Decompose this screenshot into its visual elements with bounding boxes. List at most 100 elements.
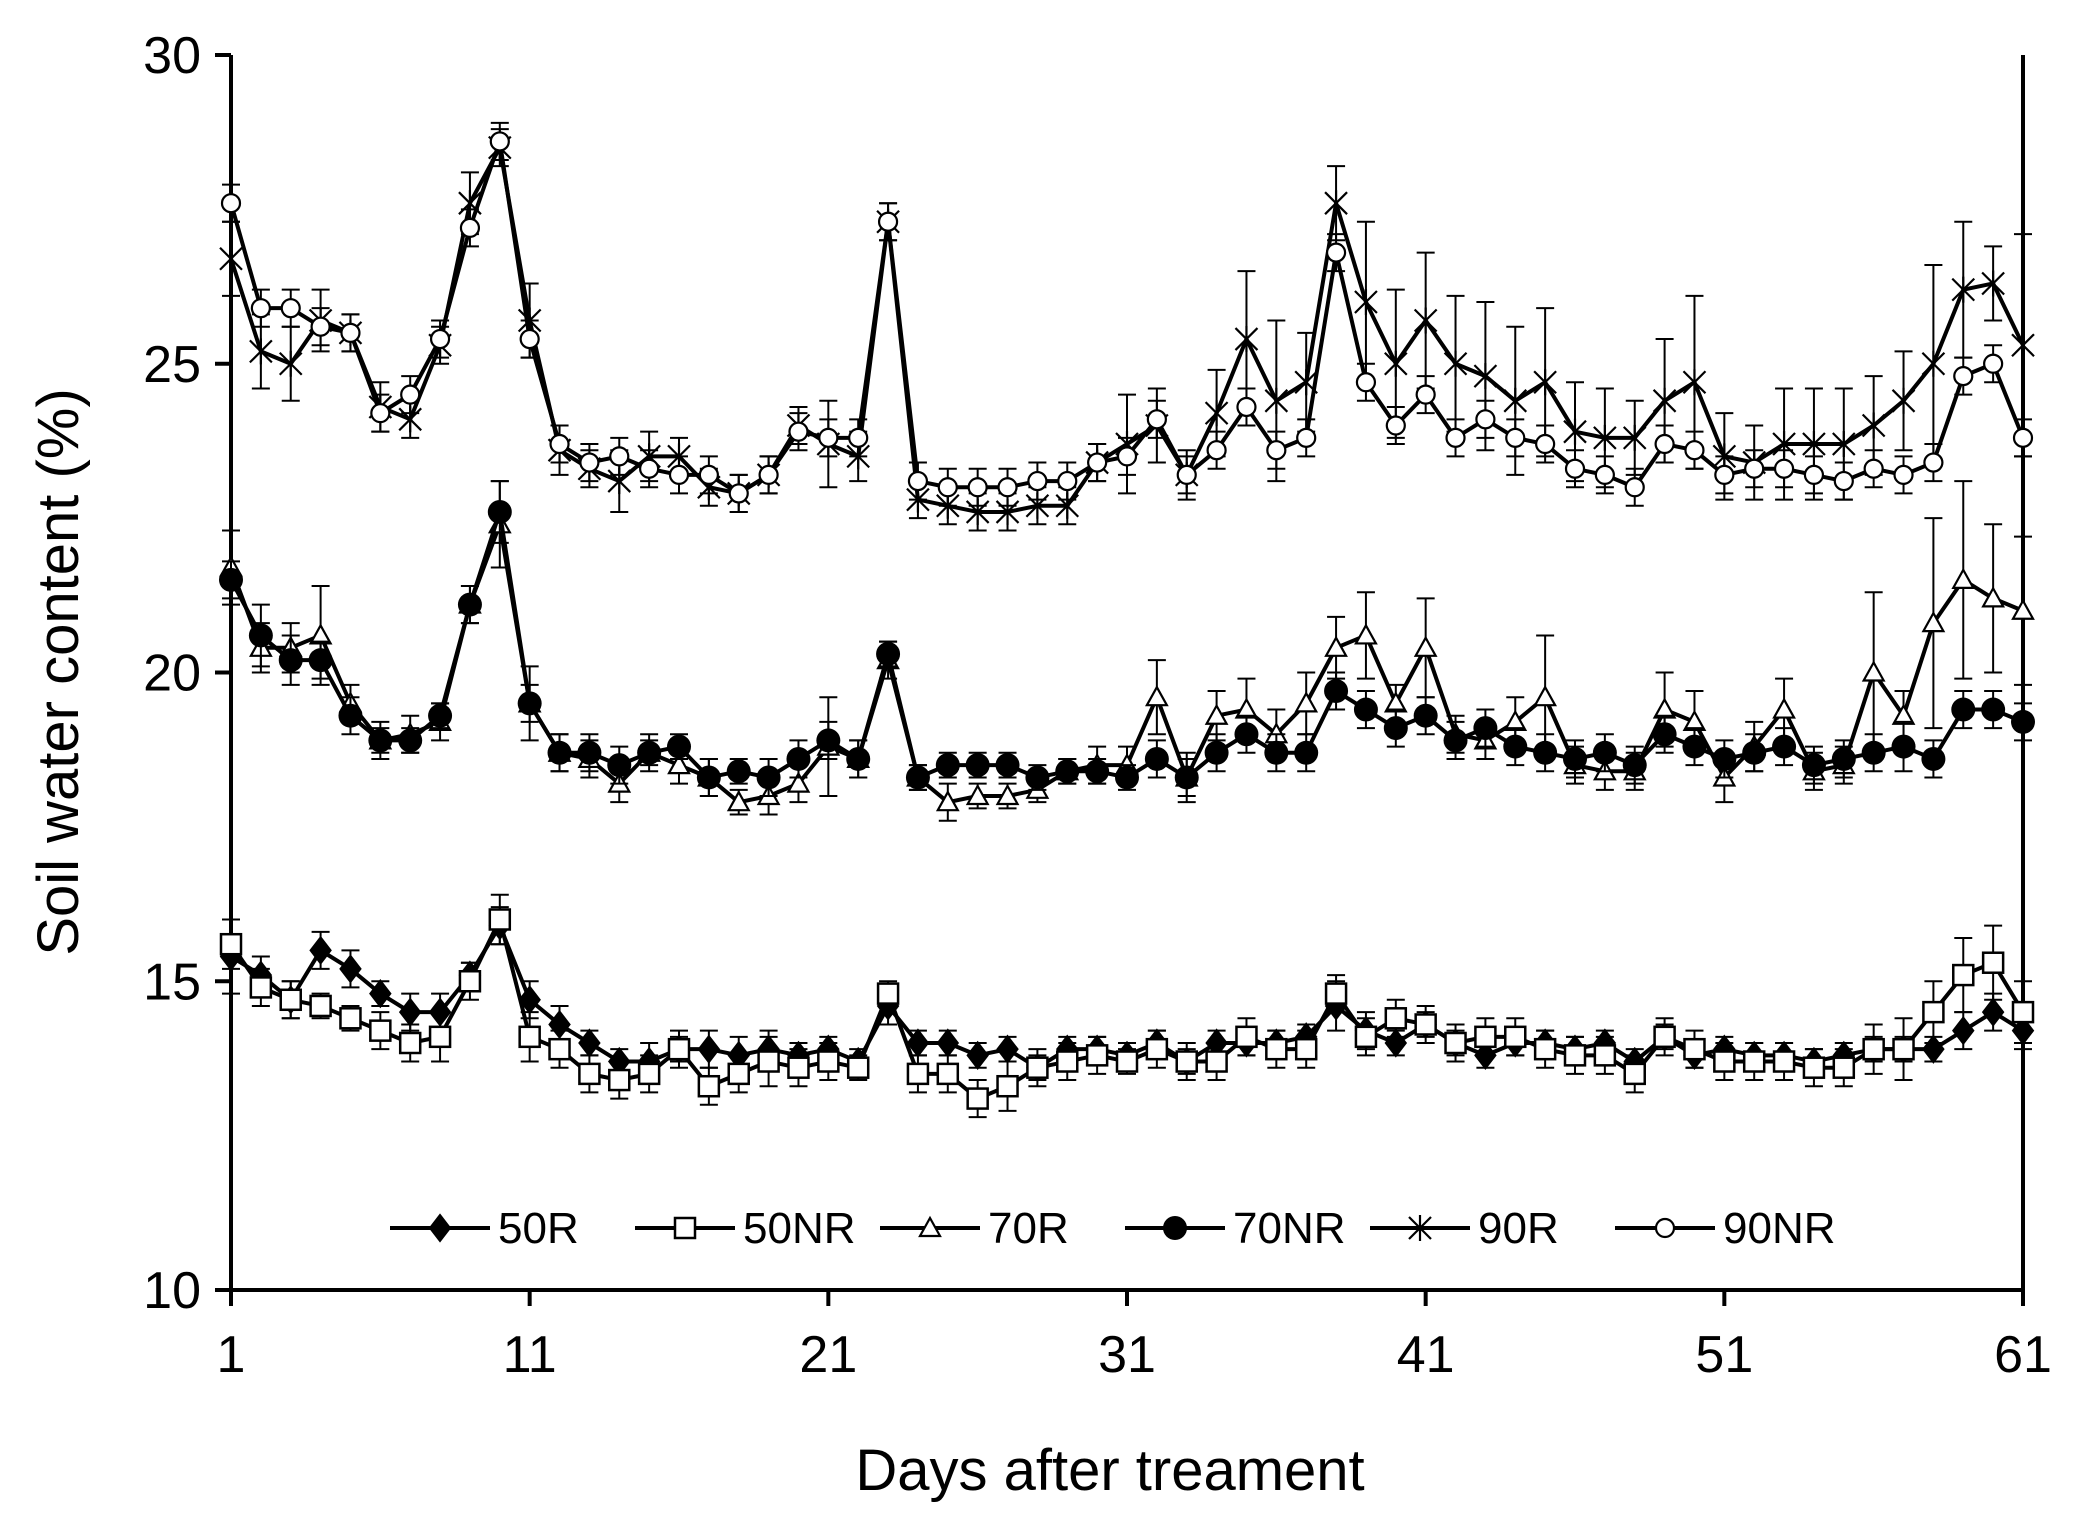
data-point [1862,1037,1885,1061]
data-point [1294,1037,1318,1061]
data-point [696,765,721,790]
data-point [1682,734,1707,759]
data-point [698,464,719,485]
data-point [1234,326,1259,353]
data-point [400,384,421,405]
data-point [398,728,423,753]
data-point [1742,740,1767,765]
data-point [995,783,1020,806]
data-point [758,464,779,485]
data-point [1802,1056,1826,1079]
data-point [249,338,273,365]
x-tick-label: 51 [1695,1326,1753,1384]
data-point [1473,363,1498,390]
data-point [339,954,362,984]
data-point [787,1056,810,1079]
data-point [428,703,453,728]
data-point [1712,746,1737,771]
data-point [518,1025,541,1049]
legend-marker [918,1215,942,1238]
data-point [727,1062,750,1086]
data-point [1682,369,1707,396]
data-point [818,427,839,448]
data-point [2011,332,2035,359]
data-point [1354,1025,1378,1049]
data-point [1593,424,1617,451]
y-tick-label: 30 [143,27,201,85]
data-point [637,740,662,765]
legend-item-70nr: 70NR [1125,1204,1346,1253]
y-ticks: 10 15 20 25 30 [143,27,231,1320]
data-point [726,759,751,784]
data-point [1833,470,1854,492]
data-point [1713,1050,1736,1073]
data-point [547,740,572,765]
data-point [1803,464,1825,485]
legend-marker [673,1216,697,1240]
data-point [1324,635,1348,657]
data-point [1952,963,1975,987]
data-point [967,477,988,498]
data-point [1981,997,2005,1027]
y-axis-title: Soil water content (%) [26,388,91,955]
data-point [2011,709,2035,734]
data-point [639,458,660,479]
data-point [786,746,811,771]
data-point [668,464,690,485]
data-point [1144,746,1169,771]
data-point [1027,470,1048,492]
data-point [1622,753,1647,778]
data-point [1383,716,1408,741]
data-point [1893,464,1914,485]
legend-item-50nr: 50NR [635,1204,856,1253]
data-point [1354,289,1378,315]
data-point [1236,396,1257,418]
data-point [1772,734,1797,759]
data-point [1563,1044,1587,1067]
data-point [1533,1037,1557,1061]
data-point [428,1025,452,1049]
data-point [1415,384,1436,405]
data-point [1025,765,1050,790]
data-point [1384,350,1408,377]
data-point [995,753,1020,778]
data-point [220,193,242,214]
data-point [1951,697,1976,722]
x-ticks: 1 11 21 31 41 51 61 [217,1290,2052,1384]
data-point [457,592,482,617]
data-point [309,994,332,1018]
y-tick-label: 10 [143,1262,201,1320]
data-point [369,978,392,1009]
series-50nr [219,893,2035,1119]
data-point [1563,418,1587,445]
legend-item-50r: 50R [390,1204,579,1253]
data-point [667,734,691,759]
data-point [1832,431,1856,458]
data-point [816,728,841,753]
data-point [487,499,512,524]
data-point [1863,458,1884,479]
data-point [1443,350,1468,377]
data-point [1592,740,1617,765]
data-point [846,1056,870,1079]
data-point [1266,440,1287,461]
data-point [1505,427,1526,448]
data-point [817,1050,840,1073]
data-point [1861,660,1886,682]
data-point [1445,427,1466,448]
data-point [1324,982,1348,1005]
data-point [905,765,930,790]
data-point [996,1074,1019,1098]
data-point [1473,716,1498,741]
data-point [578,1062,601,1086]
data-point [757,1050,780,1073]
data-point [1773,458,1795,479]
data-point [1533,684,1558,707]
data-point [728,483,749,504]
data-point [517,691,542,716]
data-point [876,641,901,666]
data-point [1921,610,1946,633]
data-point [1235,1025,1258,1049]
data-point [1085,759,1110,784]
